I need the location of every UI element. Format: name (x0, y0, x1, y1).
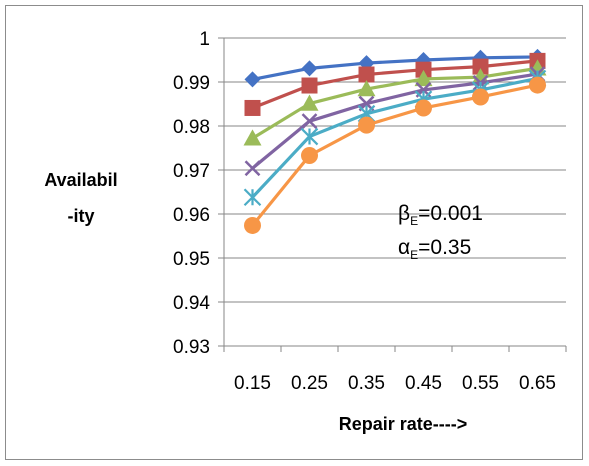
data-point (415, 61, 432, 78)
x-tick-label: 0.55 (462, 373, 499, 394)
data-point (243, 188, 262, 207)
data-point (301, 60, 318, 77)
axes (218, 37, 567, 352)
data-point (244, 71, 261, 88)
series-3 (243, 59, 547, 146)
data-point (244, 99, 261, 116)
x-tick-labels: 0.15 0.25 0.35 0.45 0.55 0.65 (234, 373, 556, 394)
y-tick-label: 0.99 (173, 73, 210, 94)
data-point (358, 116, 375, 134)
series-6 (244, 76, 546, 234)
data-point (472, 58, 489, 75)
x-tick-label: 0.65 (519, 373, 556, 394)
series-line (252, 55, 538, 81)
x-tick-label: 0.25 (291, 373, 328, 394)
data-point (244, 216, 261, 234)
chart-frame: 0.93 0.94 0.95 0.96 0.97 0.98 0.99 1 0.15 0.25 0.… (5, 5, 583, 460)
annotation-alpha-value: =0.35 (418, 236, 471, 259)
x-tick-label: 0.15 (234, 373, 271, 394)
annotation-beta-subscript: E (410, 214, 418, 228)
data-point (358, 66, 375, 83)
data-point (357, 80, 376, 97)
data-point (300, 127, 319, 146)
series-line (251, 72, 538, 170)
annotation-alpha: αE=0.35 (398, 236, 471, 262)
y-tick-label: 0.95 (173, 249, 210, 270)
data-point (415, 99, 432, 117)
y-axis-title-line-2: -ity (68, 206, 95, 226)
annotation-beta-symbol: β (398, 202, 410, 225)
annotation-beta-value: =0.001 (418, 202, 483, 225)
series-line (251, 83, 538, 227)
data-point (528, 59, 547, 76)
data-point (301, 77, 318, 94)
annotation-alpha-subscript: E (410, 248, 418, 262)
data-point (471, 68, 490, 85)
y-tick-label: 0.97 (173, 161, 210, 182)
series-line (251, 59, 538, 110)
y-tick-label: 1 (199, 29, 210, 50)
data-point (300, 94, 319, 111)
x-axis-title: Repair rate----> (339, 414, 468, 434)
data-point (529, 76, 546, 94)
annotation-beta: βE=0.001 (398, 202, 483, 228)
y-tick-label: 0.94 (173, 293, 210, 314)
data-point (472, 88, 489, 106)
y-axis-title-line-1: Availabil (44, 170, 117, 190)
availability-chart: 0.930.940.950.960.970.980.991 0.15 0.25 0.… (44, 29, 567, 434)
y-tick-label: 0.96 (173, 205, 210, 226)
data-point (301, 113, 318, 130)
x-tick-label: 0.45 (405, 373, 442, 394)
gridlines (224, 37, 566, 347)
data-series (243, 48, 547, 234)
data-point (301, 146, 318, 164)
data-point (244, 160, 261, 177)
data-point (243, 129, 262, 146)
y-tick-label: 0.98 (173, 117, 210, 138)
y-tick-labels: 0.93 0.94 0.95 0.96 0.97 0.98 0.99 1 (173, 29, 210, 358)
series-line (251, 76, 538, 199)
data-point (414, 69, 433, 87)
annotation-alpha-symbol: α (398, 236, 410, 259)
series-line (251, 66, 538, 140)
y-tick-label: 0.93 (173, 337, 210, 358)
data-point (472, 49, 489, 66)
x-tick-label: 0.35 (348, 373, 385, 394)
